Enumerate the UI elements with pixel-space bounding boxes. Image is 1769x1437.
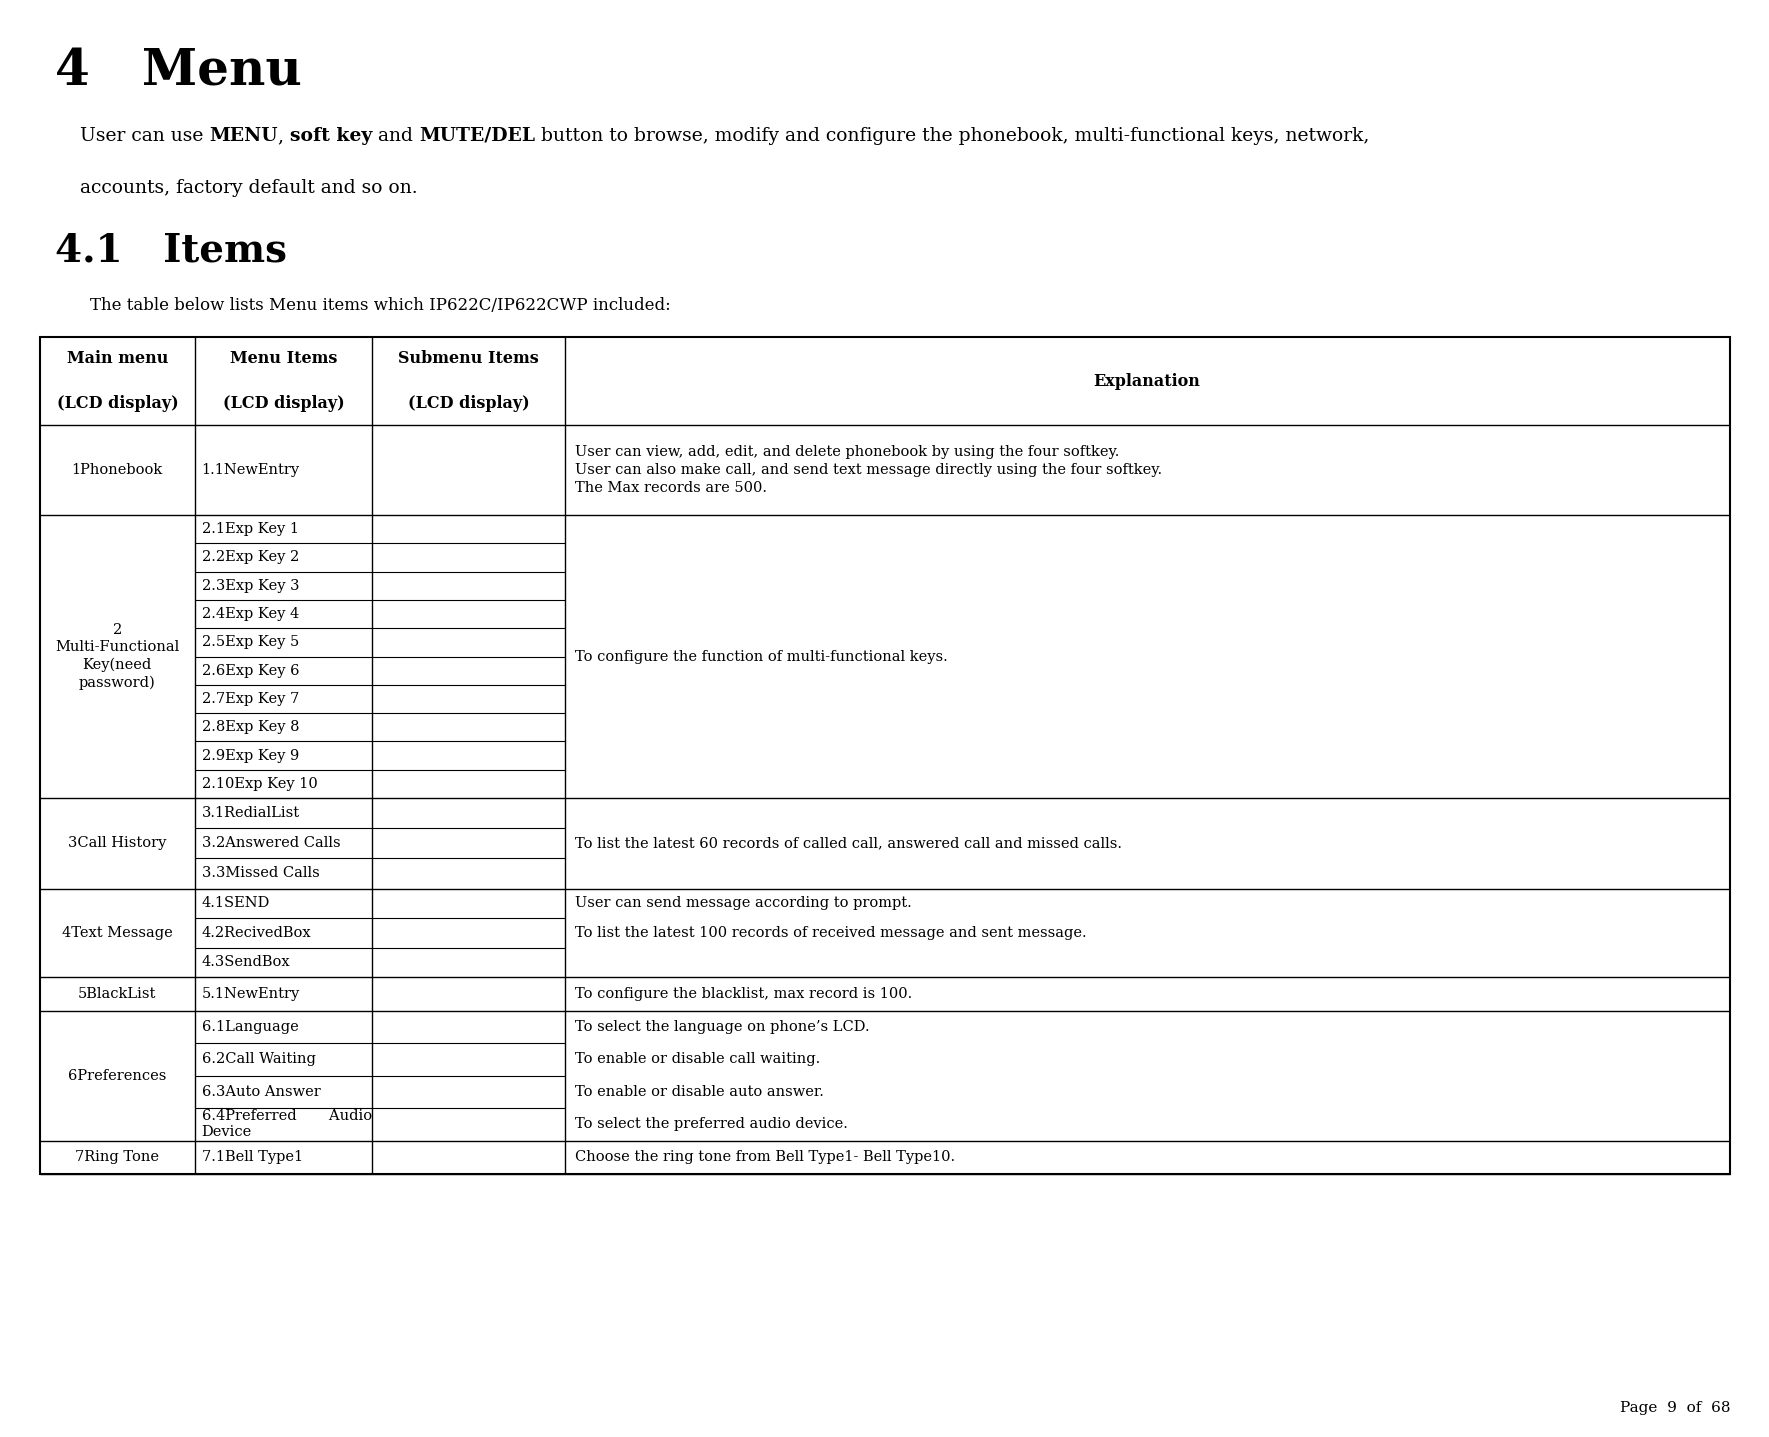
Text: 4.3SendBox: 4.3SendBox [202,956,290,969]
Text: To configure the blacklist, max record is 100.: To configure the blacklist, max record i… [575,987,913,1000]
Text: To select the preferred audio device.: To select the preferred audio device. [575,1117,847,1131]
Text: MUTE/DEL: MUTE/DEL [419,126,536,145]
Text: 5.1NewEntry: 5.1NewEntry [202,987,301,1000]
Text: 4.2RecivedBox: 4.2RecivedBox [202,925,311,940]
Text: 7Ring Tone: 7Ring Tone [76,1150,159,1164]
Text: To enable or disable call waiting.: To enable or disable call waiting. [575,1052,821,1066]
Text: Main menu

(LCD display): Main menu (LCD display) [57,351,179,411]
Text: accounts, factory default and so on.: accounts, factory default and so on. [80,180,417,197]
Text: 2.7Exp Key 7: 2.7Exp Key 7 [202,693,299,706]
Text: To configure the function of multi-functional keys.: To configure the function of multi-funct… [575,650,948,664]
Text: To select the language on phone’s LCD.: To select the language on phone’s LCD. [575,1020,869,1033]
Text: 2.10Exp Key 10: 2.10Exp Key 10 [202,777,317,790]
Text: soft key: soft key [290,126,371,145]
Text: Submenu Items

(LCD display): Submenu Items (LCD display) [398,351,540,411]
Text: Choose the ring tone from Bell Type1- Bell Type10.: Choose the ring tone from Bell Type1- Be… [575,1150,955,1164]
Text: Explanation: Explanation [1093,372,1201,389]
Text: 3.1RedialList: 3.1RedialList [202,806,299,821]
Text: User can use: User can use [80,126,209,145]
Text: 2.3Exp Key 3: 2.3Exp Key 3 [202,579,299,592]
Text: Menu Items

(LCD display): Menu Items (LCD display) [223,351,345,411]
Text: 2.4Exp Key 4: 2.4Exp Key 4 [202,606,299,621]
Text: User can send message according to prompt.: User can send message according to promp… [575,897,911,910]
Text: MENU: MENU [209,126,278,145]
Bar [41,338,1730,1174]
Text: 6.3Auto Answer: 6.3Auto Answer [202,1085,320,1099]
Text: 2.5Exp Key 5: 2.5Exp Key 5 [202,635,299,650]
Text: User can view, add, edit, and delete phonebook by using the four softkey.
User c: User can view, add, edit, and delete pho… [575,444,1162,496]
Text: 2.1Exp Key 1: 2.1Exp Key 1 [202,522,299,536]
Text: 4   Menu: 4 Menu [55,47,302,96]
Text: 3.2Answered Calls: 3.2Answered Calls [202,836,340,851]
Text: 7.1Bell Type1: 7.1Bell Type1 [202,1150,302,1164]
Text: 2
Multi-Functional
Key(need
password): 2 Multi-Functional Key(need password) [55,624,179,690]
Text: The table below lists Menu items which IP622C/IP622CWP included:: The table below lists Menu items which I… [90,297,670,315]
Text: and: and [371,126,419,145]
Text: 5BlackList: 5BlackList [78,987,156,1000]
Text: 6.2Call Waiting: 6.2Call Waiting [202,1052,315,1066]
Text: 6.1Language: 6.1Language [202,1020,299,1033]
Text: To list the latest 100 records of received message and sent message.: To list the latest 100 records of receiv… [575,925,1086,940]
Text: ,: , [278,126,290,145]
Text: 4.1   Items: 4.1 Items [55,231,287,270]
Text: 6Preferences: 6Preferences [69,1069,166,1082]
Text: To enable or disable auto answer.: To enable or disable auto answer. [575,1085,824,1099]
Text: 2.6Exp Key 6: 2.6Exp Key 6 [202,664,299,678]
Text: 3Call History: 3Call History [69,836,166,851]
Text: To list the latest 60 records of called call, answered call and missed calls.: To list the latest 60 records of called … [575,836,1122,851]
Text: 3.3Missed Calls: 3.3Missed Calls [202,867,320,881]
Text: 4Text Message: 4Text Message [62,925,173,940]
Text: 2.2Exp Key 2: 2.2Exp Key 2 [202,550,299,565]
Text: 6.4Preferred       Audio
Device: 6.4Preferred Audio Device [202,1109,371,1140]
Text: 4.1SEND: 4.1SEND [202,897,271,910]
Text: 1.1NewEntry: 1.1NewEntry [202,463,299,477]
Text: Page  9  of  68: Page 9 of 68 [1619,1401,1730,1415]
Text: button to browse, modify and configure the phonebook, multi-functional keys, net: button to browse, modify and configure t… [536,126,1369,145]
Text: 2.8Exp Key 8: 2.8Exp Key 8 [202,720,299,734]
Text: 2.9Exp Key 9: 2.9Exp Key 9 [202,749,299,763]
Text: 1Phonebook: 1Phonebook [73,463,163,477]
